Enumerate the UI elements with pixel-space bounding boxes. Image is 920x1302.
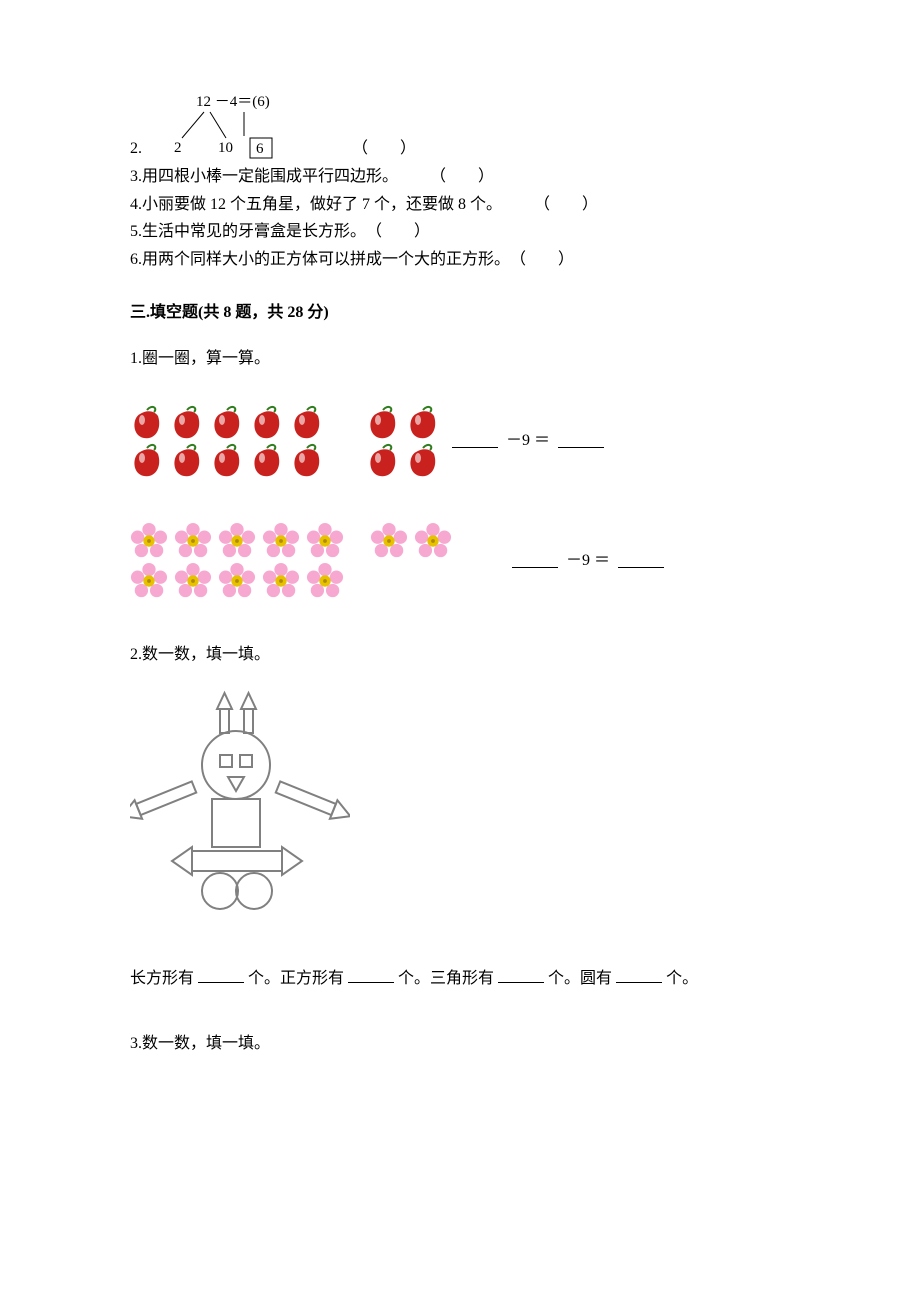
q2-b2: 10 (218, 140, 233, 156)
q2-diagram: 12 －4＝(6) 2 10 6 (152, 92, 322, 162)
flowers-block: －9 ＝ (130, 520, 790, 602)
pepper-icon (170, 404, 204, 440)
flower-icon (262, 562, 300, 600)
flower-icon (218, 522, 256, 560)
flower-icon (130, 522, 168, 560)
blank (558, 433, 604, 448)
flower-groups (130, 520, 452, 602)
flower-icon (218, 562, 256, 600)
pepper-icon (366, 404, 400, 440)
q2-b1: 2 (174, 140, 182, 156)
flower-icon (174, 562, 212, 600)
pepper-icon (406, 404, 440, 440)
blank (498, 968, 544, 983)
blank (616, 968, 662, 983)
pepper-icon (406, 442, 440, 478)
pepper-icon (250, 404, 284, 440)
q2-paren: （ ） (352, 136, 416, 162)
minus9: －9 ＝ (566, 548, 610, 574)
pepper-row-2 (130, 442, 440, 478)
flower-icon (174, 522, 212, 560)
q2-row: 2. 12 －4＝(6) 2 10 6 （ ） (130, 92, 790, 162)
count-sentence: 长方形有 个。正方形有 个。三角形有 个。圆有 个。 (130, 966, 790, 992)
s3q3: 3.数一数，填一填。 (130, 1031, 790, 1057)
pepper-icon (290, 442, 324, 478)
flower-icon (414, 522, 452, 560)
pepper-icon (290, 404, 324, 440)
cs-a: 长方形有 (130, 970, 194, 987)
cs-b: 个。正方形有 (248, 970, 344, 987)
shape-robot (130, 687, 790, 936)
q4: 4.小丽要做 12 个五角星，做好了 7 个，还要做 8 个。 （ ） (130, 192, 790, 218)
q2-prefix: 2. (130, 136, 142, 162)
flower-icon (130, 562, 168, 600)
pepper-icon (366, 442, 400, 478)
flower-row-1 (130, 522, 452, 560)
flower-expr: －9 ＝ (512, 548, 664, 574)
blank (618, 553, 664, 568)
robot-svg (130, 687, 350, 927)
pepper-icon (170, 442, 204, 478)
flower-icon (306, 562, 344, 600)
flower-icon (306, 522, 344, 560)
blank (198, 968, 244, 983)
q5: 5.生活中常见的牙膏盒是长方形。 （ ） (130, 219, 790, 245)
pepper-icon (250, 442, 284, 478)
q3: 3.用四根小棒一定能围成平行四边形。 （ ） (130, 164, 790, 190)
q2-b3: 6 (256, 141, 264, 157)
pepper-icon (130, 404, 164, 440)
flower-icon (262, 522, 300, 560)
q6: 6.用两个同样大小的正方体可以拼成一个大的正方形。 （ ） (130, 247, 790, 273)
section3-title: 三.填空题(共 8 题，共 28 分) (130, 300, 790, 326)
pepper-row-1 (130, 404, 440, 440)
q2-top-text: 12 －4＝(6) (196, 94, 270, 110)
peppers-block: －9 ＝ (130, 402, 790, 480)
pepper-expr: －9 ＝ (452, 428, 604, 454)
pepper-icon (130, 442, 164, 478)
cs-c: 个。三角形有 (398, 970, 494, 987)
flower-icon (370, 522, 408, 560)
blank (348, 968, 394, 983)
blank (452, 433, 498, 448)
pepper-icon (210, 442, 244, 478)
page: 2. 12 －4＝(6) 2 10 6 （ ） 3.用四根小棒一定能围成平行四边… (0, 0, 920, 1127)
flower-row-2 (130, 562, 452, 600)
s3q1: 1.圈一圈，算一算。 (130, 346, 790, 372)
cs-e: 个。 (666, 970, 698, 987)
s3q2: 2.数一数，填一填。 (130, 642, 790, 668)
minus9: －9 ＝ (506, 428, 550, 454)
cs-d: 个。圆有 (548, 970, 612, 987)
pepper-groups (130, 402, 440, 480)
blank (512, 553, 558, 568)
pepper-icon (210, 404, 244, 440)
